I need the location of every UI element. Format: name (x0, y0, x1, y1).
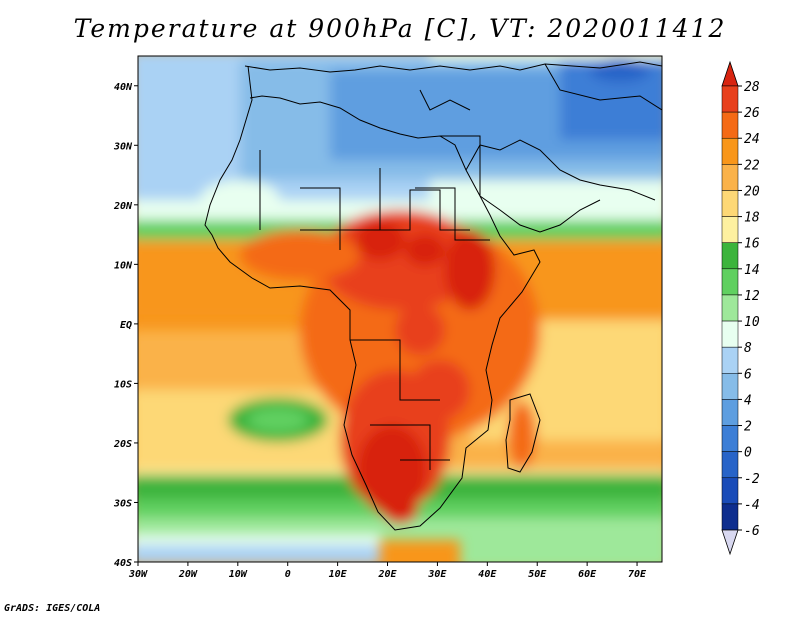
colorbar-label: 8 (744, 341, 752, 356)
lat-label: 40S (114, 558, 132, 569)
lat-label: 30N (113, 141, 133, 152)
lon-label: 20W (178, 569, 198, 580)
colorbar-swatch (721, 451, 739, 479)
colorbar-label: 20 (744, 184, 760, 199)
lon-label: 70E (628, 569, 647, 580)
lat-label: 30S (113, 498, 132, 509)
lon-label: 10W (229, 569, 248, 580)
temperature-field (138, 56, 662, 562)
lat-label: 10N (114, 260, 133, 271)
colorbar-swatch (721, 111, 739, 139)
colorbar-label: 22 (744, 158, 760, 173)
colorbar-swatch (721, 346, 739, 374)
colorbar-swatch (721, 268, 739, 296)
colorbar-label: -6 (744, 524, 760, 539)
colorbar-top-arrow (721, 60, 739, 87)
longitude-axis: 30W 20W 10W 0 10E 20E 30E 40E 50E 60E 70E (128, 562, 647, 580)
lat-label: 20N (113, 201, 133, 212)
colorbar-swatch (721, 399, 739, 426)
latitude-axis: 40N 30N 20N 10N EQ 10S 20S 30S 40S (113, 82, 138, 569)
colorbar-label: 10 (744, 315, 760, 330)
lat-label: EQ (120, 320, 132, 331)
colorbar-swatch (721, 242, 739, 270)
lon-label: 60E (578, 569, 597, 580)
colorbar-swatch (721, 137, 739, 165)
lon-label: 20E (377, 569, 397, 580)
colorbar-label: 16 (744, 237, 760, 252)
colorbar-swatch (721, 216, 739, 243)
map-frame (137, 55, 663, 563)
colorbar-label: -4 (744, 498, 760, 513)
colorbar-label: 26 (744, 106, 760, 121)
map-title: Temperature at 900hPa [C], VT: 202001141… (73, 14, 727, 43)
lat-label: 10S (114, 379, 132, 390)
colorbar-swatch (721, 294, 739, 322)
colorbar-swatch (721, 503, 739, 531)
credit-text: GrADS: IGES/COLA (4, 603, 101, 614)
lon-label: 0 (285, 569, 291, 580)
colorbar-label: 4 (744, 393, 752, 408)
lon-label: 30W (128, 569, 148, 580)
colorbar-label: 18 (744, 211, 760, 226)
lon-label: 10E (329, 569, 348, 580)
colorbar-swatch (721, 85, 739, 113)
lon-label: 40E (478, 569, 497, 580)
colorbar-label: 12 (744, 289, 760, 304)
colorbar-bottom-arrow (721, 529, 739, 556)
lon-label: 50E (528, 569, 547, 580)
lat-label: 40N (114, 82, 133, 93)
lon-label: 30E (427, 569, 447, 580)
colorbar-swatch (721, 164, 739, 191)
colorbar-swatch (721, 425, 739, 452)
colorbar-swatch (721, 190, 739, 217)
colorbar-swatch (721, 373, 739, 400)
colorbar-label: 0 (744, 446, 752, 461)
colorbar-label: 24 (744, 132, 760, 147)
colorbar-label: 6 (744, 367, 752, 382)
colorbar-label: 28 (744, 80, 760, 95)
lat-label: 20S (113, 439, 132, 450)
colorbar-label: -2 (744, 472, 760, 487)
colorbar-swatch (721, 320, 739, 348)
colorbar-swatch (721, 477, 739, 505)
colorbar-label: 2 (744, 420, 752, 435)
colorbar-label: 14 (744, 263, 760, 278)
coastlines (204, 61, 662, 531)
